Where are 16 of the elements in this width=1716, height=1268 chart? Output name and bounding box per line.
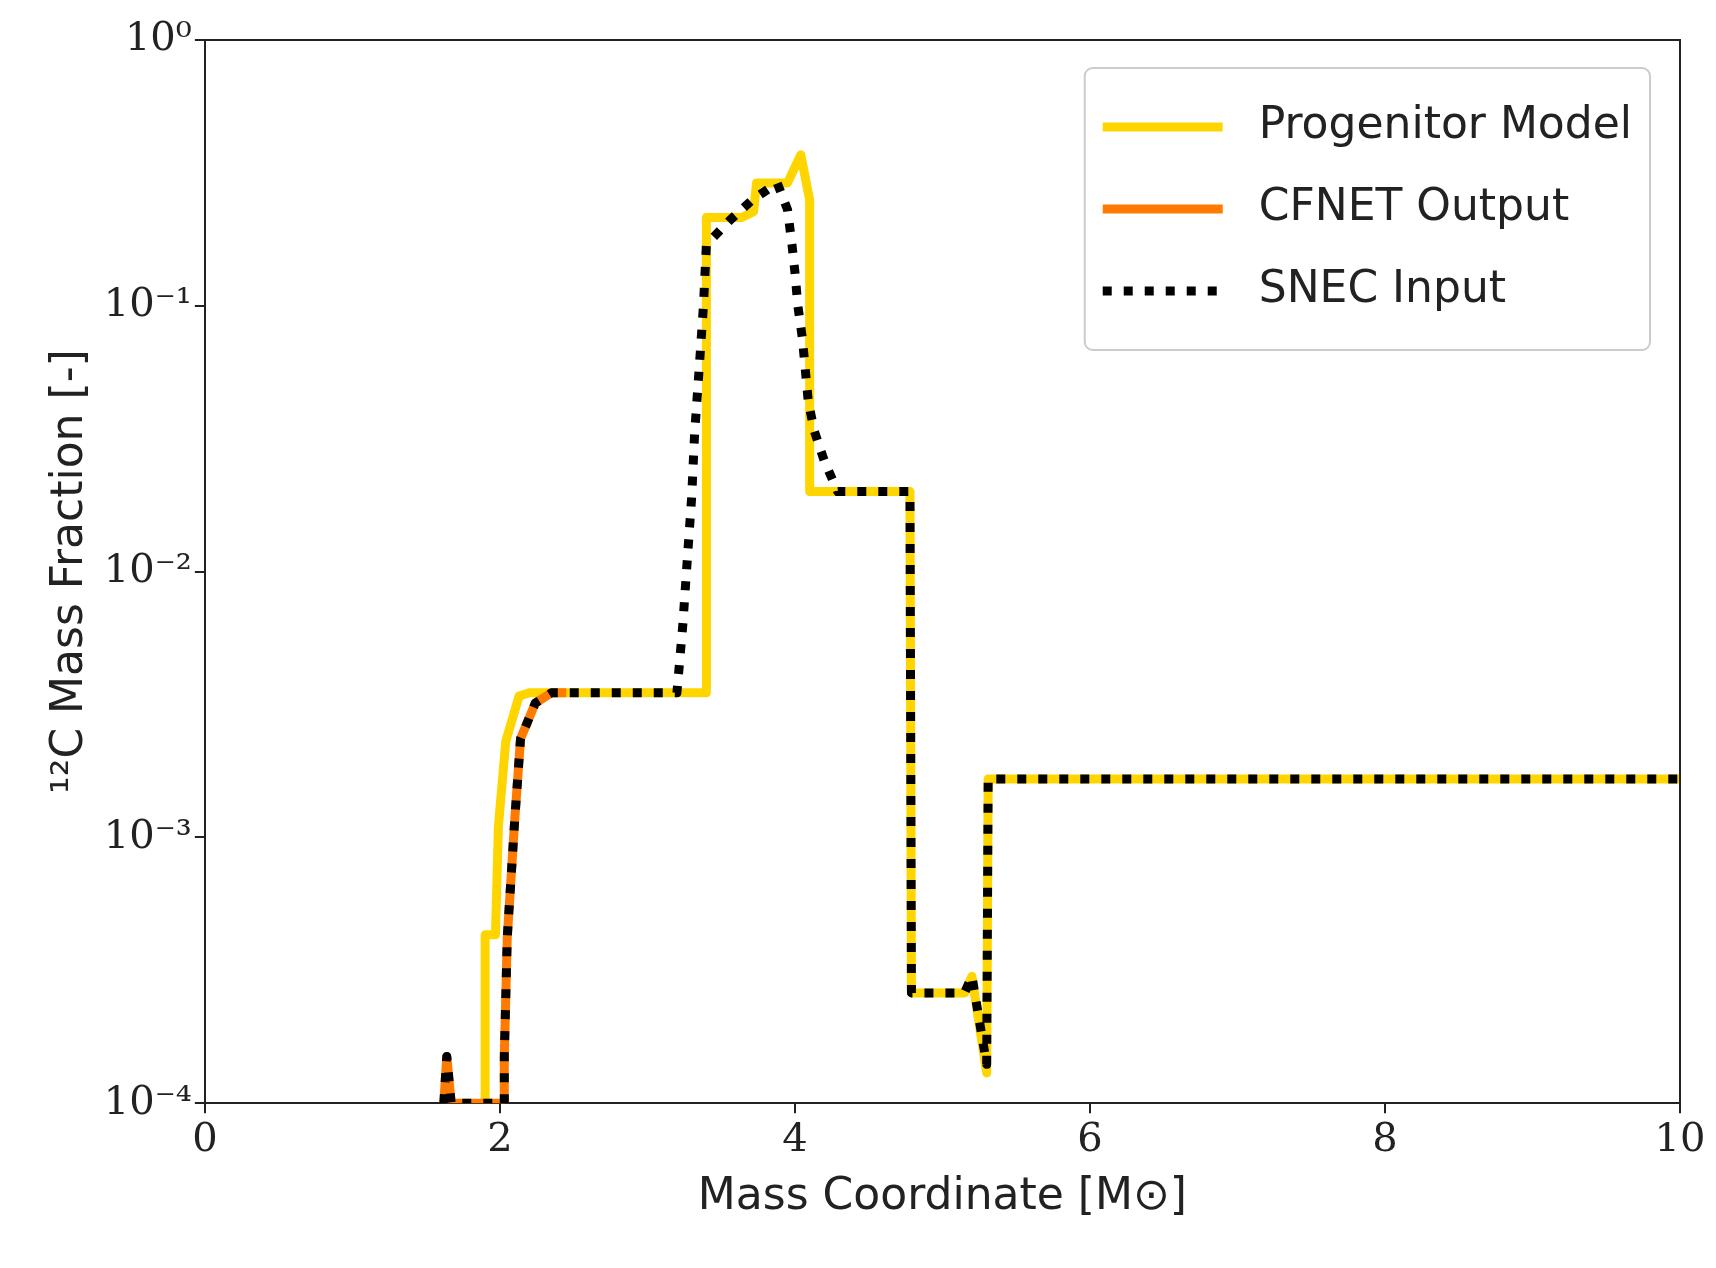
x-tick-label: 6 <box>1077 1113 1103 1160</box>
y-tick-label: 10⁻³ <box>103 810 192 857</box>
legend-label: CFNET Output <box>1258 179 1570 231</box>
y-tick-label: 10⁰ <box>124 13 192 60</box>
y-tick-label: 10⁻² <box>103 544 192 591</box>
legend-label: SNEC Input <box>1258 261 1507 313</box>
y-tick-label: 10⁻⁴ <box>103 1076 192 1123</box>
y-axis-title: ¹²C Mass Fraction [-] <box>40 349 92 794</box>
x-tick-label: 8 <box>1372 1113 1398 1160</box>
x-axis-title: Mass Coordinate [M⊙] <box>697 1168 1187 1220</box>
legend-label: Progenitor Model <box>1258 97 1633 149</box>
y-tick-label: 10⁻¹ <box>103 279 192 326</box>
x-tick-label: 2 <box>487 1113 513 1160</box>
x-tick-label: 10 <box>1654 1113 1706 1160</box>
x-tick-label: 4 <box>782 1113 808 1160</box>
x-tick-label: 0 <box>192 1113 218 1160</box>
